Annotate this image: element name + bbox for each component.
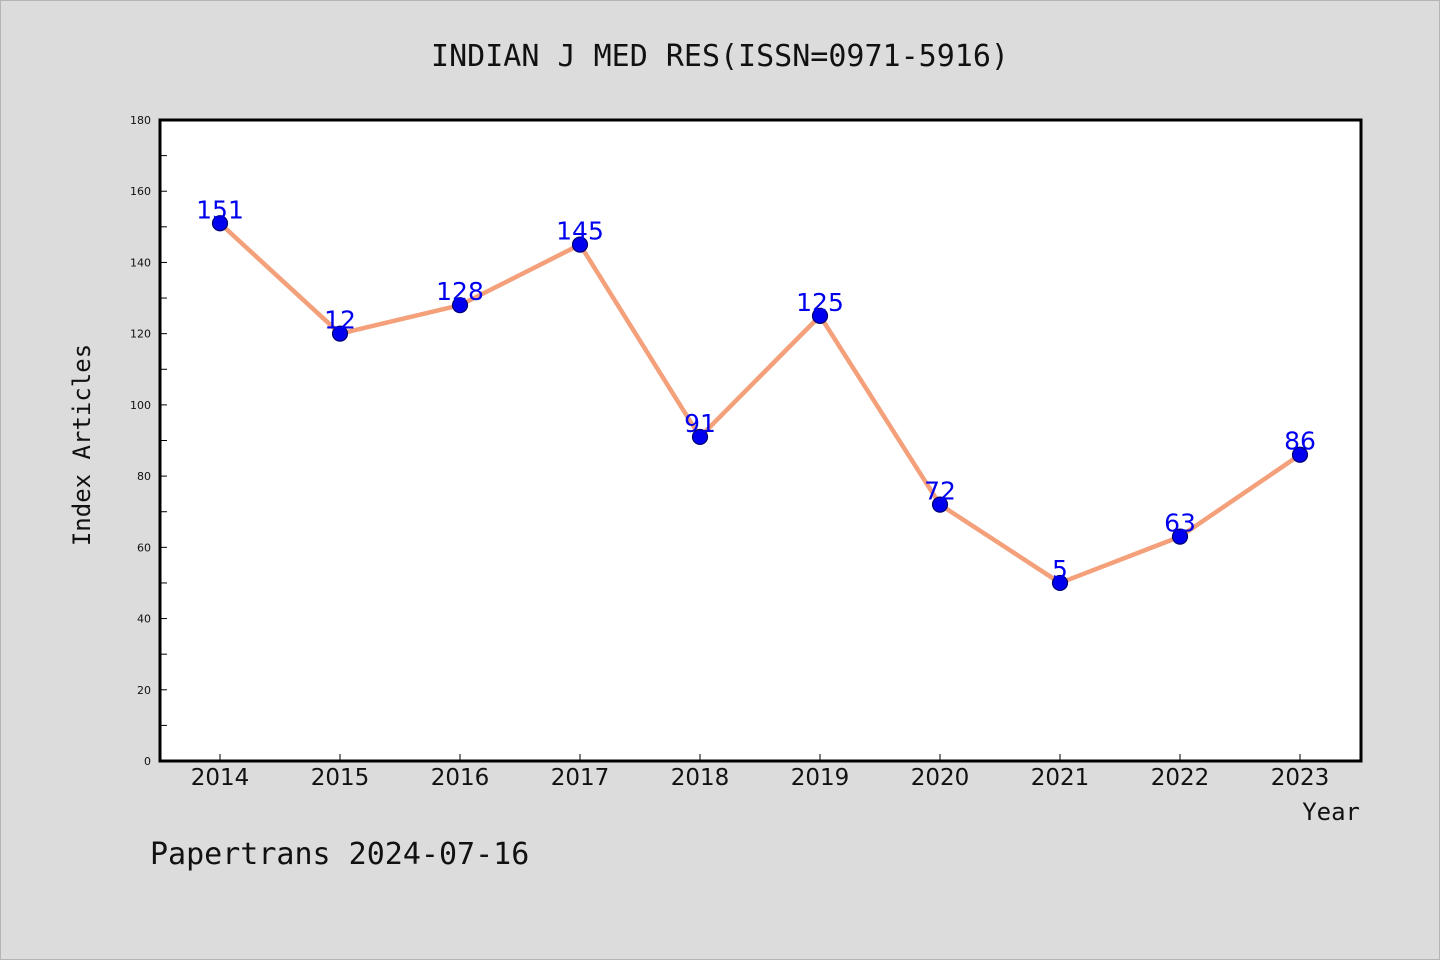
y-tick-label: 20 — [137, 684, 151, 697]
data-label: 72 — [924, 477, 956, 506]
data-label: 63 — [1164, 509, 1196, 538]
data-point — [691, 428, 709, 446]
data-label: 151 — [196, 195, 244, 224]
data-point — [451, 297, 469, 314]
data-label: 128 — [436, 277, 484, 306]
y-tick-label: 160 — [130, 185, 151, 198]
y-tick-label: 180 — [130, 114, 151, 127]
y-axis: 0 20 40 60 80 100 120 140 160 180 — [130, 114, 167, 768]
y-tick-label: 40 — [137, 613, 151, 626]
data-label: 86 — [1284, 427, 1316, 456]
x-tick-label: 2016 — [431, 765, 490, 791]
x-tick-label: 2015 — [311, 765, 370, 791]
data-point — [931, 496, 949, 513]
data-point — [811, 307, 829, 324]
data-label: 145 — [556, 217, 604, 246]
data-point — [331, 325, 349, 342]
data-label: 125 — [796, 288, 844, 317]
data-label: 12 — [324, 306, 356, 335]
y-tick-label: 120 — [130, 328, 151, 341]
x-tick-label: 2022 — [1151, 765, 1210, 791]
data-label: 91 — [684, 409, 716, 438]
x-tick-label: 2018 — [671, 765, 730, 791]
series-line — [217, 221, 1303, 586]
y-tick-label: 100 — [130, 399, 151, 412]
data-point — [571, 236, 589, 253]
y-tick-label: 80 — [137, 470, 151, 483]
x-tick-label: 2017 — [551, 765, 610, 791]
series-index-articles — [211, 215, 1309, 592]
x-axis-label: Year — [1302, 798, 1360, 826]
x-tick-label: 2020 — [911, 765, 970, 791]
x-tick-label: 2021 — [1031, 765, 1090, 791]
data-labels: 151 12 128 145 91 125 72 5 63 86 — [196, 195, 1316, 584]
data-point — [1051, 574, 1069, 592]
data-point — [1291, 446, 1309, 463]
x-tick-label: 2019 — [791, 765, 850, 791]
chart-title: INDIAN J MED RES(ISSN=0971-5916) — [431, 39, 1009, 74]
data-label: 5 — [1052, 555, 1068, 584]
data-point — [1171, 528, 1189, 545]
plot-area — [158, 118, 1363, 763]
y-axis-label: Index Articles — [68, 344, 96, 546]
data-point — [211, 215, 229, 232]
y-tick-label: 0 — [144, 755, 151, 768]
footer-stamp: Papertrans 2024-07-16 — [150, 837, 529, 872]
y-tick-label: 60 — [137, 541, 151, 554]
y-tick-label: 140 — [130, 256, 151, 269]
x-tick-label: 2023 — [1271, 765, 1330, 791]
x-tick-label: 2014 — [191, 765, 250, 791]
x-axis: 2014 2015 2016 2017 2018 2019 2020 2021 2022 2023 — [191, 754, 1330, 791]
